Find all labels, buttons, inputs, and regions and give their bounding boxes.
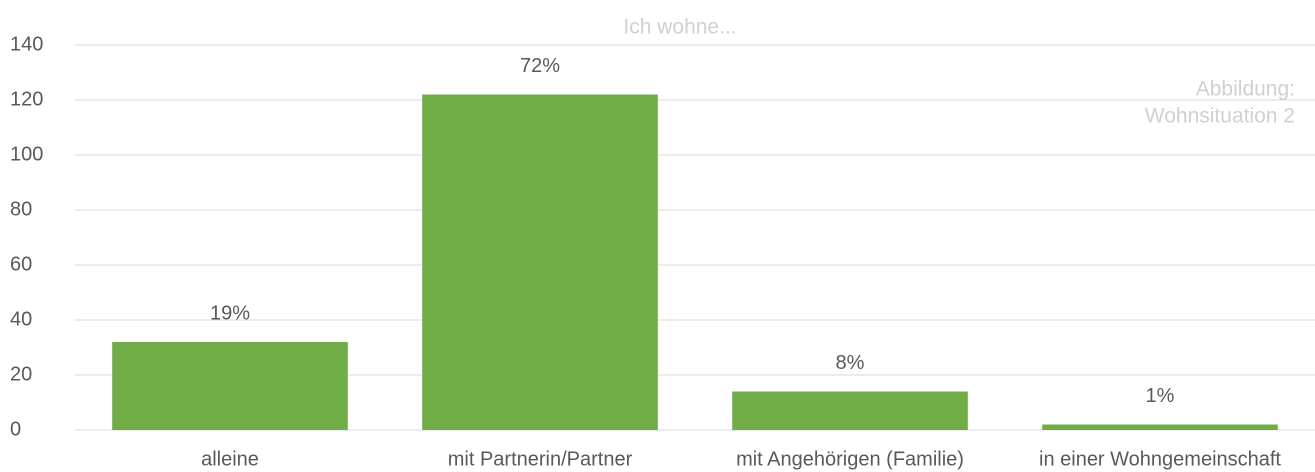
y-tick-label: 0 (10, 418, 21, 440)
annotation: Wohnsituation 2 (1145, 105, 1295, 128)
y-tick-label: 20 (10, 363, 32, 385)
y-tick-label: 100 (10, 143, 43, 165)
data-label: 19% (210, 302, 250, 324)
data-label: 1% (1146, 385, 1175, 407)
x-tick-label: mit Angehörigen (Familie) (736, 448, 964, 470)
chart-title: Ich wohne... (623, 16, 736, 39)
y-tick-label: 60 (10, 253, 32, 275)
y-tick-label: 120 (10, 88, 43, 110)
annotation: Abbildung: (1196, 78, 1295, 101)
data-label: 72% (520, 55, 560, 77)
bar (1042, 424, 1278, 430)
data-label: 8% (836, 352, 865, 374)
y-tick-label: 80 (10, 198, 32, 220)
bar (422, 94, 658, 430)
bar (732, 391, 968, 430)
x-tick-label: alleine (201, 448, 259, 470)
y-tick-label: 40 (10, 308, 32, 330)
y-tick-label: 140 (10, 33, 43, 55)
x-tick-label: in einer Wohngemeinschaft (1039, 448, 1281, 470)
x-tick-label: mit Partnerin/Partner (448, 448, 633, 470)
bar (112, 342, 348, 430)
